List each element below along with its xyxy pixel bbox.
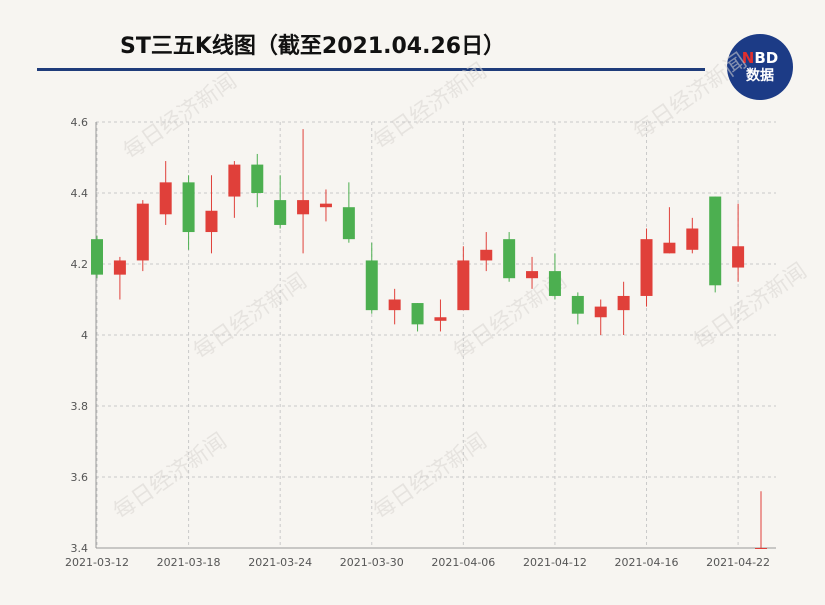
nbd-logo: NBD 数据 bbox=[727, 34, 793, 100]
candle-body bbox=[182, 182, 195, 233]
x-tick-label: 2021-04-22 bbox=[706, 556, 770, 569]
candle-body bbox=[297, 200, 310, 215]
candle-body bbox=[319, 203, 332, 208]
title-underline bbox=[37, 68, 705, 71]
watermark-text: 每日经济新闻 bbox=[369, 429, 491, 525]
candle-body bbox=[663, 242, 676, 254]
candle-body bbox=[457, 260, 470, 311]
candle-body bbox=[113, 260, 126, 275]
x-tick-label: 2021-04-12 bbox=[523, 556, 587, 569]
x-tick-label: 2021-04-06 bbox=[431, 556, 495, 569]
candle-body bbox=[91, 239, 103, 275]
candle-body bbox=[732, 246, 745, 268]
logo-text-nbd: NBD bbox=[741, 48, 779, 67]
watermark-text: 每日经济新闻 bbox=[119, 69, 241, 165]
candle-body bbox=[434, 317, 447, 321]
y-tick-label: 3.8 bbox=[71, 400, 89, 413]
x-tick-label: 2021-03-30 bbox=[340, 556, 404, 569]
candle-body bbox=[388, 299, 401, 311]
chart-title: ST三五K线图（截至2021.04.26日） bbox=[120, 34, 506, 59]
candle-body bbox=[251, 164, 264, 193]
y-tick-label: 4.6 bbox=[71, 116, 89, 129]
candle-body bbox=[365, 260, 378, 311]
candle-body bbox=[159, 182, 172, 215]
watermark-text: 每日经济新闻 bbox=[629, 49, 751, 145]
candle-body bbox=[411, 303, 424, 325]
candle-body bbox=[480, 249, 493, 261]
logo-text-data: 数据 bbox=[746, 67, 774, 84]
candle-body bbox=[136, 203, 149, 261]
x-tick-label: 2021-04-16 bbox=[615, 556, 679, 569]
watermark-text: 每日经济新闻 bbox=[189, 269, 311, 365]
candle-body bbox=[571, 295, 584, 314]
candle-body bbox=[617, 295, 630, 311]
y-tick-label: 3.4 bbox=[71, 542, 89, 555]
candle-body bbox=[526, 271, 539, 279]
watermark-text: 每日经济新闻 bbox=[689, 259, 811, 355]
watermark-text: 每日经济新闻 bbox=[369, 59, 491, 155]
candle-body bbox=[205, 210, 218, 233]
y-tick-label: 4.4 bbox=[71, 187, 89, 200]
candle-body bbox=[594, 306, 607, 318]
candle-body bbox=[709, 196, 722, 286]
x-tick-label: 2021-03-18 bbox=[157, 556, 221, 569]
candle-body bbox=[274, 200, 287, 225]
candle-body bbox=[755, 548, 767, 549]
candle-body bbox=[342, 207, 355, 240]
candle-body bbox=[548, 271, 561, 296]
x-tick-label: 2021-03-24 bbox=[248, 556, 312, 569]
candle-body bbox=[503, 239, 516, 279]
candle-body bbox=[686, 228, 699, 250]
y-tick-label: 4 bbox=[81, 329, 88, 342]
candle-body bbox=[228, 164, 241, 197]
candle-body bbox=[640, 239, 653, 296]
y-tick-label: 4.2 bbox=[71, 258, 89, 271]
x-tick-label: 2021-03-12 bbox=[65, 556, 129, 569]
y-tick-label: 3.6 bbox=[71, 471, 89, 484]
